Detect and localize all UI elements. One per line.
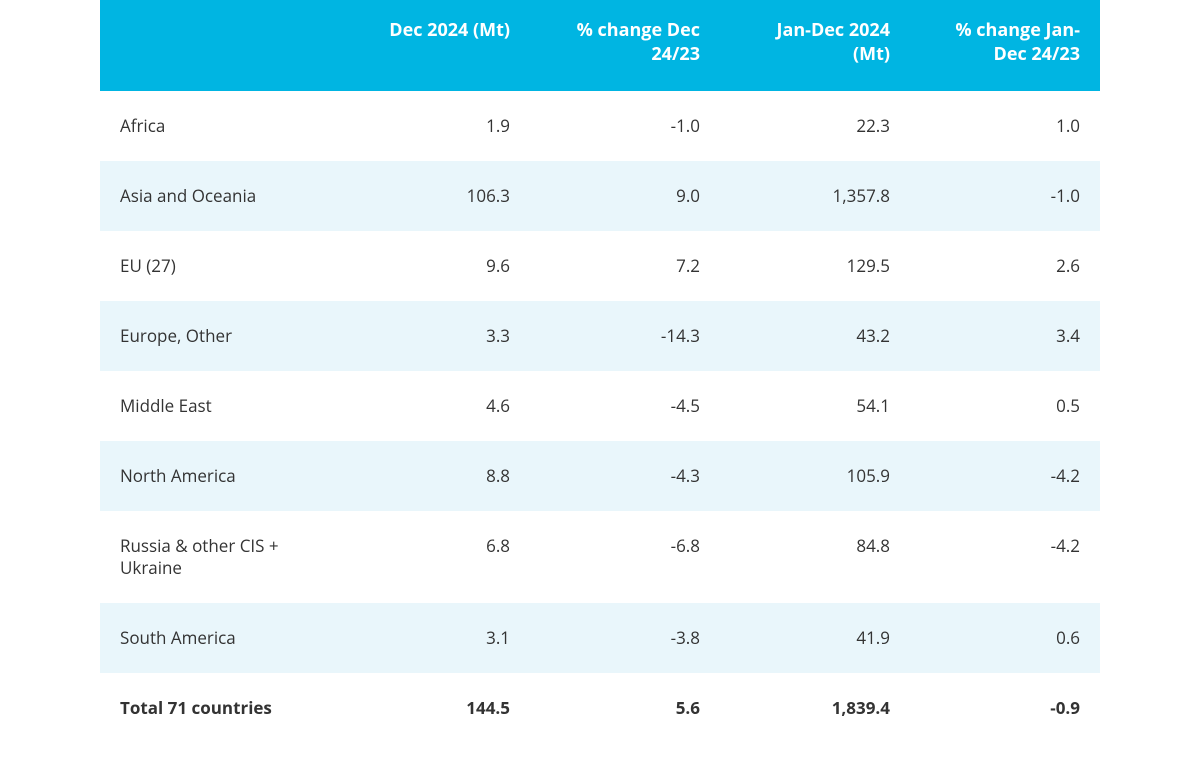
cell-pct-jandec: -4.2 [910,441,1100,511]
cell-dec2024: 3.3 [340,301,530,371]
steel-production-table-wrapper: Dec 2024 (Mt) % change Dec 24/23 Jan-Dec… [100,0,1100,744]
cell-jandec2024: 54.1 [720,371,910,441]
table-row: North America 8.8 -4.3 105.9 -4.2 [100,441,1100,511]
table-body: Africa 1.9 -1.0 22.3 1.0 Asia and Oceani… [100,91,1100,744]
cell-pct-dec: -14.3 [530,301,720,371]
table-row: Russia & other CIS + Ukraine 6.8 -6.8 84… [100,511,1100,603]
cell-pct-dec: -4.3 [530,441,720,511]
table-header: Dec 2024 (Mt) % change Dec 24/23 Jan-Dec… [100,0,1100,91]
cell-pct-dec: -4.5 [530,371,720,441]
col-header-pct-dec: % change Dec 24/23 [530,0,720,91]
cell-jandec2024: 41.9 [720,603,910,673]
cell-dec2024: 4.6 [340,371,530,441]
cell-jandec2024: 105.9 [720,441,910,511]
cell-pct-dec: -1.0 [530,91,720,161]
cell-jandec2024: 43.2 [720,301,910,371]
cell-pct-jandec: -4.2 [910,511,1100,603]
cell-total-jandec2024: 1,839.4 [720,673,910,743]
cell-jandec2024: 84.8 [720,511,910,603]
cell-region: North America [100,441,340,511]
cell-region: South America [100,603,340,673]
cell-region: EU (27) [100,231,340,301]
table-total-row: Total 71 countries 144.5 5.6 1,839.4 -0.… [100,673,1100,743]
cell-dec2024: 1.9 [340,91,530,161]
cell-total-label: Total 71 countries [100,673,340,743]
cell-pct-dec: -3.8 [530,603,720,673]
col-header-dec2024: Dec 2024 (Mt) [340,0,530,91]
cell-pct-dec: 9.0 [530,161,720,231]
cell-jandec2024: 1,357.8 [720,161,910,231]
cell-region: Africa [100,91,340,161]
table-row: Asia and Oceania 106.3 9.0 1,357.8 -1.0 [100,161,1100,231]
col-header-jandec2024: Jan-Dec 2024 (Mt) [720,0,910,91]
cell-jandec2024: 129.5 [720,231,910,301]
cell-pct-dec: 7.2 [530,231,720,301]
cell-region: Europe, Other [100,301,340,371]
cell-pct-jandec: 2.6 [910,231,1100,301]
cell-dec2024: 8.8 [340,441,530,511]
cell-total-pct-dec: 5.6 [530,673,720,743]
cell-pct-jandec: 1.0 [910,91,1100,161]
table-row: EU (27) 9.6 7.2 129.5 2.6 [100,231,1100,301]
cell-dec2024: 106.3 [340,161,530,231]
cell-pct-jandec: 3.4 [910,301,1100,371]
col-header-pct-jandec: % change Jan-Dec 24/23 [910,0,1100,91]
cell-jandec2024: 22.3 [720,91,910,161]
table-header-row: Dec 2024 (Mt) % change Dec 24/23 Jan-Dec… [100,0,1100,91]
table-row: South America 3.1 -3.8 41.9 0.6 [100,603,1100,673]
cell-region: Middle East [100,371,340,441]
cell-dec2024: 9.6 [340,231,530,301]
table-row: Europe, Other 3.3 -14.3 43.2 3.4 [100,301,1100,371]
cell-pct-jandec: -1.0 [910,161,1100,231]
cell-pct-jandec: 0.5 [910,371,1100,441]
col-header-region [100,0,340,91]
cell-dec2024: 3.1 [340,603,530,673]
cell-pct-dec: -6.8 [530,511,720,603]
table-row: Africa 1.9 -1.0 22.3 1.0 [100,91,1100,161]
cell-region: Russia & other CIS + Ukraine [100,511,340,603]
cell-pct-jandec: 0.6 [910,603,1100,673]
steel-production-table: Dec 2024 (Mt) % change Dec 24/23 Jan-Dec… [100,0,1100,744]
table-row: Middle East 4.6 -4.5 54.1 0.5 [100,371,1100,441]
cell-region: Asia and Oceania [100,161,340,231]
cell-total-dec2024: 144.5 [340,673,530,743]
cell-total-pct-jandec: -0.9 [910,673,1100,743]
cell-dec2024: 6.8 [340,511,530,603]
